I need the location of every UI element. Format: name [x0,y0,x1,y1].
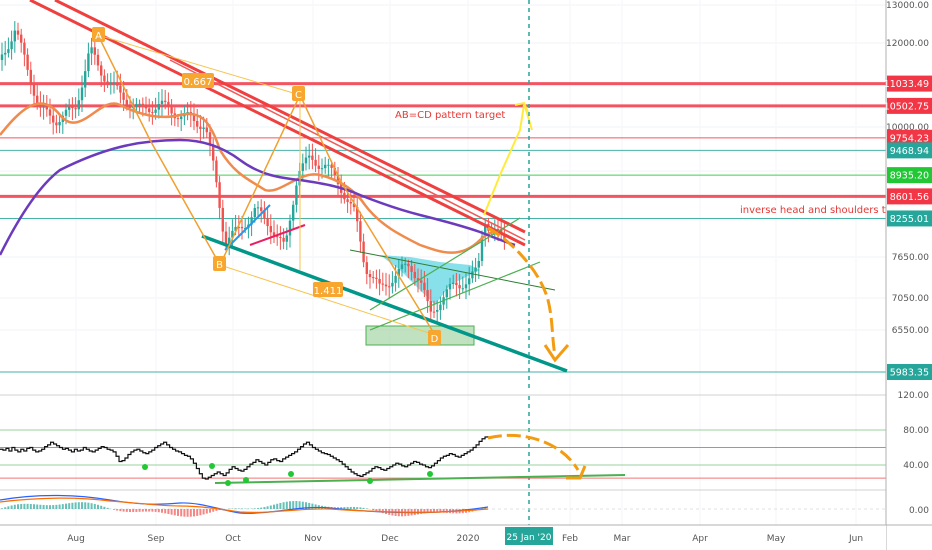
ratio-label-1411: 1.411 [314,286,343,297]
price-tick-3: 10000.00 [886,123,929,133]
time-label-4: Dec [381,534,398,544]
label-a: A [95,31,102,42]
time-label-2: Oct [225,534,241,544]
candles [0,21,506,324]
rsi-tick-0: 120.00 [898,391,930,401]
ratio-label-0667: 0.667 [184,77,213,88]
rsi-tick-1: 80.00 [903,426,929,436]
price-badge-7: 5983.35 [890,368,929,379]
ihs-target-annotation: inverse head and shoulders target [740,205,912,216]
ma-purple [0,138,516,256]
price-badge-5: 8601.56 [890,192,929,203]
label-d: D [431,334,439,345]
price-badge-6: 8255.01 [890,214,929,225]
price-tick-6: 7050.00 [892,294,929,304]
horizontal-levels [0,82,886,373]
trendlines [29,0,570,525]
price-axis: 13000.0012000.0011000.0010000.009000.007… [884,0,932,550]
price-badge-0: 11033.49 [884,79,929,90]
time-label-5: 2020 [457,534,480,544]
time-label-1: Sep [148,534,165,544]
rsi-tick-2: 40.00 [903,461,929,471]
price-badge-1: 10502.75 [884,101,929,112]
price-badge-2: 9754.23 [890,133,929,144]
time-label-10: Jun [848,534,863,544]
macd-tick: 0.00 [909,506,929,516]
time-label-9: May [767,534,786,544]
ma-orange [0,102,516,254]
date-marker-label: 25 Jan '20 [507,533,552,543]
time-axis: Aug Sep Oct Nov Dec 2020 Feb Mar Apr May Jun 25 Ja… [0,524,932,550]
price-badge-3: 9468.94 [890,146,929,157]
time-label-7: Mar [614,534,631,544]
time-label-0: Aug [67,534,85,544]
price-tick-0: 13000.00 [886,1,929,11]
price-badge-4: 8935.20 [890,171,929,182]
time-label-8: Apr [692,534,708,544]
rsi-panel [0,394,886,486]
price-tick-5: 7650.00 [892,253,929,263]
price-tick-1: 12000.00 [886,39,929,49]
time-label-3: Nov [304,534,322,544]
pattern-labels: A B C D 0.667 1.411 AB=CD pattern target… [92,27,912,345]
time-label-6: Feb [562,534,578,544]
abcd-target-annotation: AB=CD pattern target [395,110,505,121]
rsi-line [0,436,489,480]
label-b: B [216,260,223,271]
price-tick-7: 6550.00 [892,326,929,336]
macd-panel [0,489,886,517]
label-c: C [295,90,302,101]
moving-averages [0,102,516,256]
